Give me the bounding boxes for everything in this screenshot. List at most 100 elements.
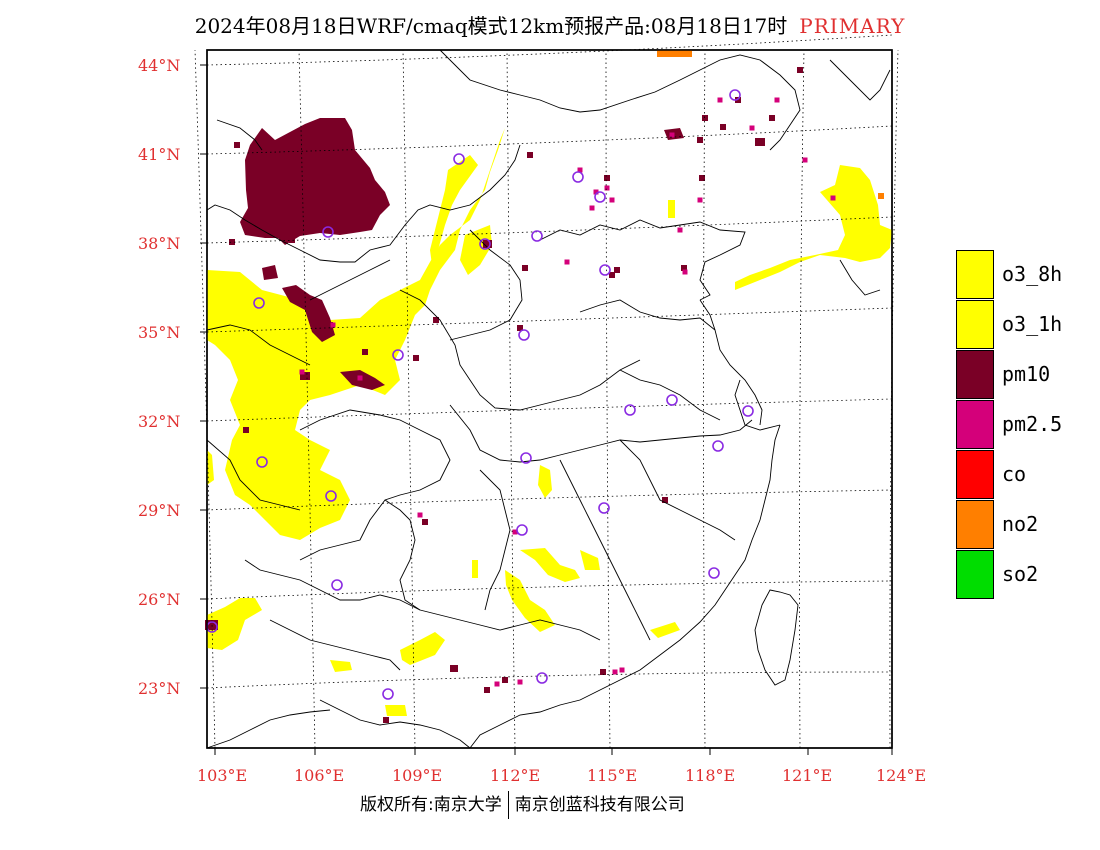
- pm10-cell: [609, 272, 615, 278]
- o3-patch: [580, 550, 600, 570]
- province-boundary: [419, 609, 601, 641]
- o3-patch: [472, 560, 478, 578]
- province-boundary: [699, 299, 716, 331]
- legend-swatch: [956, 350, 994, 399]
- pm10-cell: [243, 427, 249, 433]
- pm10-cell: [662, 497, 668, 503]
- station-marker: [382, 688, 394, 700]
- province-boundary: [539, 219, 746, 301]
- lat-label-44: 44°N: [138, 56, 181, 75]
- pm25-cell: [830, 195, 836, 201]
- legend-label: no2: [1002, 512, 1039, 536]
- province-boundary: [479, 469, 511, 611]
- pm10-cell: [604, 175, 610, 181]
- legend-swatch: [956, 300, 994, 349]
- pm25-cell: [697, 197, 703, 203]
- pm25-cell: [669, 132, 675, 138]
- province-boundary: [579, 299, 763, 426]
- pm10-cell: [517, 325, 523, 331]
- province-boundary: [619, 439, 736, 541]
- station-marker: [518, 329, 530, 341]
- legend-label: o3_1h: [1002, 312, 1063, 336]
- pm25-cell: [299, 369, 305, 375]
- lat-label-38: 38°N: [138, 234, 181, 253]
- province-boundary: [206, 439, 301, 511]
- longitude-gridline: [605, 49, 611, 749]
- province-boundary: [206, 324, 311, 366]
- pm10-cell: [327, 322, 333, 328]
- o3-patch: [538, 465, 552, 498]
- longitude-gridline: [889, 49, 899, 749]
- station-marker: [708, 567, 720, 579]
- pm25-cell: [417, 512, 423, 518]
- longitude-gridline: [298, 49, 316, 749]
- province-boundary: [449, 229, 523, 341]
- o3-patch: [735, 165, 892, 290]
- pm25-cell: [589, 205, 595, 211]
- station-markers: [206, 89, 754, 700]
- pm25-cell: [512, 529, 518, 535]
- latitude-gridline: [206, 398, 893, 422]
- pm10-patch: [755, 138, 765, 146]
- lon-label-106: 106°E: [294, 766, 345, 785]
- pm25-cell: [682, 269, 688, 275]
- latitude-gridline: [206, 307, 893, 333]
- province-boundary: [319, 699, 471, 749]
- legend-swatch: [956, 250, 994, 299]
- station-marker: [392, 349, 404, 361]
- lat-label-23: 23°N: [138, 679, 181, 698]
- station-marker: [712, 440, 724, 452]
- pollution-layer: [205, 50, 892, 723]
- o3-patch: [460, 225, 492, 275]
- o3-patch: [207, 598, 262, 650]
- station-marker: [594, 191, 606, 203]
- province-boundary: [469, 424, 781, 749]
- pm25-cell: [802, 157, 808, 163]
- lat-label-26: 26°N: [138, 590, 181, 609]
- province-boundary: [829, 59, 891, 101]
- pm25-cell: [604, 185, 610, 191]
- pm10-cell: [383, 717, 389, 723]
- station-marker: [729, 89, 741, 101]
- pm10-cell: [769, 115, 775, 121]
- province-boundary: [299, 409, 451, 561]
- longitude-gridline: [703, 49, 706, 749]
- station-marker: [531, 230, 543, 242]
- lon-label-124: 124°E: [876, 766, 927, 785]
- no2-cell: [657, 50, 692, 57]
- o3-patch: [207, 450, 214, 485]
- province-boundary: [399, 289, 641, 411]
- province-boundary: [754, 589, 799, 686]
- province-boundary: [439, 49, 801, 151]
- station-marker: [253, 297, 265, 309]
- pm10-patch: [262, 265, 278, 280]
- lon-label-118: 118°E: [685, 766, 736, 785]
- province-boundary: [384, 499, 421, 611]
- footer-separator: [507, 791, 509, 819]
- pm10-cell: [234, 142, 240, 148]
- pm10-cell: [600, 669, 606, 675]
- axis-ticks: [200, 64, 893, 755]
- latitude-gridline: [206, 34, 893, 66]
- latitude-gridline: [206, 125, 893, 155]
- legend-label: co: [1002, 462, 1027, 486]
- pm10-cell: [699, 175, 705, 181]
- pm10-cell: [289, 237, 295, 243]
- station-marker: [666, 394, 678, 406]
- o3-patch: [385, 705, 407, 716]
- pm10-cell: [413, 355, 419, 361]
- province-boundary: [619, 369, 721, 421]
- pm25-cell: [749, 125, 755, 131]
- station-marker: [536, 672, 548, 684]
- province-boundary: [206, 709, 331, 749]
- province-boundary: [216, 119, 263, 151]
- o3-patch: [207, 128, 505, 540]
- pm10-cell: [697, 137, 703, 143]
- lat-label-35: 35°N: [138, 323, 181, 342]
- latitude-gridline: [206, 671, 893, 689]
- latitude-gridline: [206, 216, 893, 244]
- o3-patch: [520, 548, 580, 582]
- province-boundary: [206, 144, 521, 263]
- pm25-cell: [494, 681, 500, 687]
